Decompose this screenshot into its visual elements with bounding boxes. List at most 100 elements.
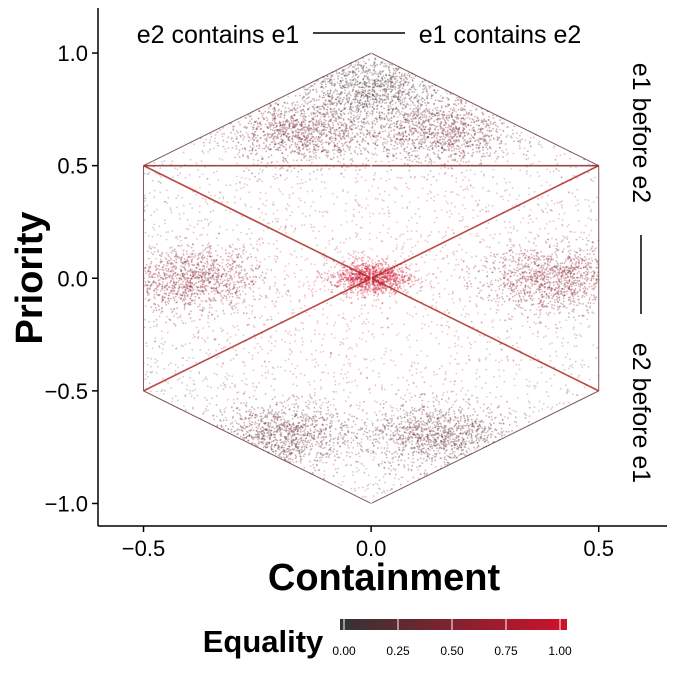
scatter-point [421, 187, 424, 190]
scatter-point [497, 336, 499, 338]
scatter-point [358, 211, 360, 214]
scatter-point [242, 277, 245, 280]
scatter-point [179, 283, 182, 285]
scatter-point [199, 280, 202, 283]
scatter-point [251, 149, 254, 151]
scatter-point [587, 365, 590, 368]
scatter-point [383, 467, 386, 469]
scatter-point [153, 280, 156, 283]
scatter-point [396, 238, 398, 240]
scatter-point [386, 152, 389, 155]
scatter-point [174, 271, 177, 274]
scatter-point [395, 407, 398, 410]
scatter-point [503, 286, 506, 288]
scatter-point [555, 168, 558, 171]
scatter-point [235, 270, 238, 273]
scatter-point [589, 262, 591, 264]
scatter-point [215, 276, 218, 278]
scatter-point [476, 401, 479, 404]
scatter-point [271, 220, 274, 223]
scatter-point [541, 276, 543, 279]
scatter-point [467, 354, 470, 357]
scatter-point [162, 278, 165, 280]
scatter-point [536, 233, 539, 236]
scatter-point [278, 228, 280, 231]
scatter-point [467, 132, 470, 135]
scatter-point [226, 265, 229, 268]
scatter-point [499, 413, 502, 415]
scatter-point [548, 292, 551, 295]
scatter-point [387, 227, 390, 230]
scatter-point [503, 300, 506, 303]
scatter-point [147, 173, 150, 176]
scatter-point [229, 336, 232, 338]
scatter-point [153, 302, 155, 305]
scatter-point [484, 313, 487, 316]
scatter-point [195, 270, 198, 273]
scatter-point [328, 243, 331, 245]
scatter-point [526, 316, 529, 319]
scatter-point [410, 365, 413, 368]
scatter-point [529, 145, 532, 148]
scatter-point [175, 197, 178, 200]
scatter-point [146, 357, 149, 360]
scatter-point [175, 253, 177, 256]
scatter-point [374, 172, 376, 174]
scatter-point [571, 366, 574, 369]
scatter-point [277, 428, 280, 430]
scatter-point [254, 298, 256, 301]
scatter-point [210, 267, 213, 269]
scatter-point [186, 273, 189, 276]
scatter-point [268, 340, 270, 343]
scatter-point [464, 117, 467, 120]
scatter-point [590, 285, 593, 288]
scatter-point [187, 293, 189, 296]
scatter-point [413, 422, 416, 425]
scatter-point [219, 225, 221, 228]
scatter-point [300, 103, 303, 106]
scatter-point [170, 277, 173, 280]
scatter-point [479, 281, 482, 284]
scatter-point [236, 175, 238, 178]
scatter-point [527, 157, 530, 160]
scatter-point [342, 459, 345, 461]
scatter-point [504, 275, 507, 278]
scatter-point [382, 333, 384, 336]
scatter-point [586, 309, 589, 312]
scatter-point [228, 244, 231, 247]
scatter-point [287, 262, 290, 265]
scatter-point [548, 343, 551, 345]
scatter-point [348, 99, 351, 101]
scatter-point [389, 284, 391, 287]
scatter-point [276, 220, 279, 223]
scatter-point [204, 396, 206, 399]
scatter-point [553, 244, 556, 247]
scatter-point [390, 421, 393, 424]
scatter-point [229, 288, 232, 291]
scatter-point [212, 209, 215, 212]
scatter-point [166, 288, 169, 291]
scatter-point [386, 444, 389, 446]
scatter-point [183, 266, 186, 269]
scatter-point [513, 307, 516, 310]
scatter-point [349, 362, 352, 365]
scatter-point [358, 269, 361, 271]
scatter-point [483, 239, 486, 242]
scatter-point [147, 270, 150, 272]
scatter-point [167, 259, 170, 262]
scatter-point [468, 280, 471, 282]
scatter-point [310, 263, 313, 265]
scatter-point [380, 384, 383, 387]
scatter-point [414, 280, 416, 283]
scatter-point [328, 151, 330, 154]
scatter-point [208, 307, 211, 309]
scatter-point [479, 210, 482, 213]
scatter-point [516, 266, 519, 269]
scatter-point [544, 227, 546, 230]
scatter-point [390, 406, 393, 409]
scatter-point [573, 289, 576, 291]
scatter-point [317, 271, 320, 274]
scatter-point [323, 79, 326, 82]
scatter-point [165, 380, 167, 383]
scatter-point [147, 270, 150, 272]
